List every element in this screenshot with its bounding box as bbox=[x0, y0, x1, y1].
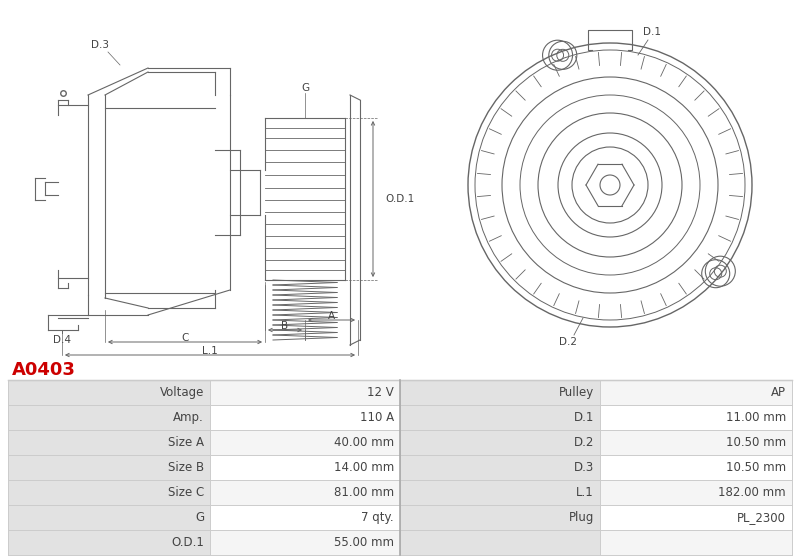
Bar bbox=[210, 380, 400, 405]
Bar bbox=[400, 380, 600, 405]
Bar bbox=[400, 530, 600, 555]
Bar bbox=[600, 405, 792, 430]
Text: D.1: D.1 bbox=[574, 411, 594, 424]
Bar bbox=[210, 430, 400, 455]
Text: C: C bbox=[182, 333, 189, 343]
Bar bbox=[600, 380, 792, 405]
Bar bbox=[210, 530, 400, 555]
Bar bbox=[210, 505, 400, 530]
Text: D.3: D.3 bbox=[574, 461, 594, 474]
Bar bbox=[400, 455, 600, 480]
Text: 81.00 mm: 81.00 mm bbox=[334, 486, 394, 499]
Text: 7 qty.: 7 qty. bbox=[362, 511, 394, 524]
Text: L.1: L.1 bbox=[576, 486, 594, 499]
Text: D.4: D.4 bbox=[53, 335, 71, 345]
Text: B: B bbox=[282, 321, 289, 331]
Bar bbox=[400, 430, 600, 455]
Bar bbox=[8, 430, 210, 455]
Text: 10.50 mm: 10.50 mm bbox=[726, 461, 786, 474]
Text: 182.00 mm: 182.00 mm bbox=[718, 486, 786, 499]
Bar bbox=[210, 405, 400, 430]
Text: A: A bbox=[327, 311, 334, 321]
Text: Amp.: Amp. bbox=[174, 411, 204, 424]
Bar bbox=[8, 480, 210, 505]
Text: G: G bbox=[301, 83, 309, 93]
Text: D.2: D.2 bbox=[574, 436, 594, 449]
Text: 55.00 mm: 55.00 mm bbox=[334, 536, 394, 549]
Text: 11.00 mm: 11.00 mm bbox=[726, 411, 786, 424]
Text: PL_2300: PL_2300 bbox=[737, 511, 786, 524]
Bar bbox=[210, 455, 400, 480]
Text: Voltage: Voltage bbox=[160, 386, 204, 399]
Text: 10.50 mm: 10.50 mm bbox=[726, 436, 786, 449]
Bar bbox=[8, 530, 210, 555]
Text: G: G bbox=[195, 511, 204, 524]
Text: Size A: Size A bbox=[168, 436, 204, 449]
Text: Pulley: Pulley bbox=[558, 386, 594, 399]
Text: A0403: A0403 bbox=[12, 361, 76, 379]
Text: 14.00 mm: 14.00 mm bbox=[334, 461, 394, 474]
Text: O.D.1: O.D.1 bbox=[171, 536, 204, 549]
Bar bbox=[600, 530, 792, 555]
Bar bbox=[600, 480, 792, 505]
Bar bbox=[8, 505, 210, 530]
Text: O.D.1: O.D.1 bbox=[385, 194, 414, 204]
Text: D.1: D.1 bbox=[643, 27, 661, 37]
Bar bbox=[8, 455, 210, 480]
Bar bbox=[600, 455, 792, 480]
Text: 12 V: 12 V bbox=[367, 386, 394, 399]
Text: 110 A: 110 A bbox=[360, 411, 394, 424]
Bar bbox=[400, 505, 600, 530]
Text: D.3: D.3 bbox=[91, 40, 109, 50]
Text: AP: AP bbox=[771, 386, 786, 399]
Bar bbox=[210, 480, 400, 505]
Text: Plug: Plug bbox=[569, 511, 594, 524]
Text: Size B: Size B bbox=[168, 461, 204, 474]
Text: L.1: L.1 bbox=[202, 346, 218, 356]
Text: Size C: Size C bbox=[168, 486, 204, 499]
Bar bbox=[400, 405, 600, 430]
Text: D.2: D.2 bbox=[559, 337, 577, 347]
Bar bbox=[400, 480, 600, 505]
Bar bbox=[600, 505, 792, 530]
Bar bbox=[8, 405, 210, 430]
Bar bbox=[600, 430, 792, 455]
Text: 40.00 mm: 40.00 mm bbox=[334, 436, 394, 449]
Bar bbox=[8, 380, 210, 405]
